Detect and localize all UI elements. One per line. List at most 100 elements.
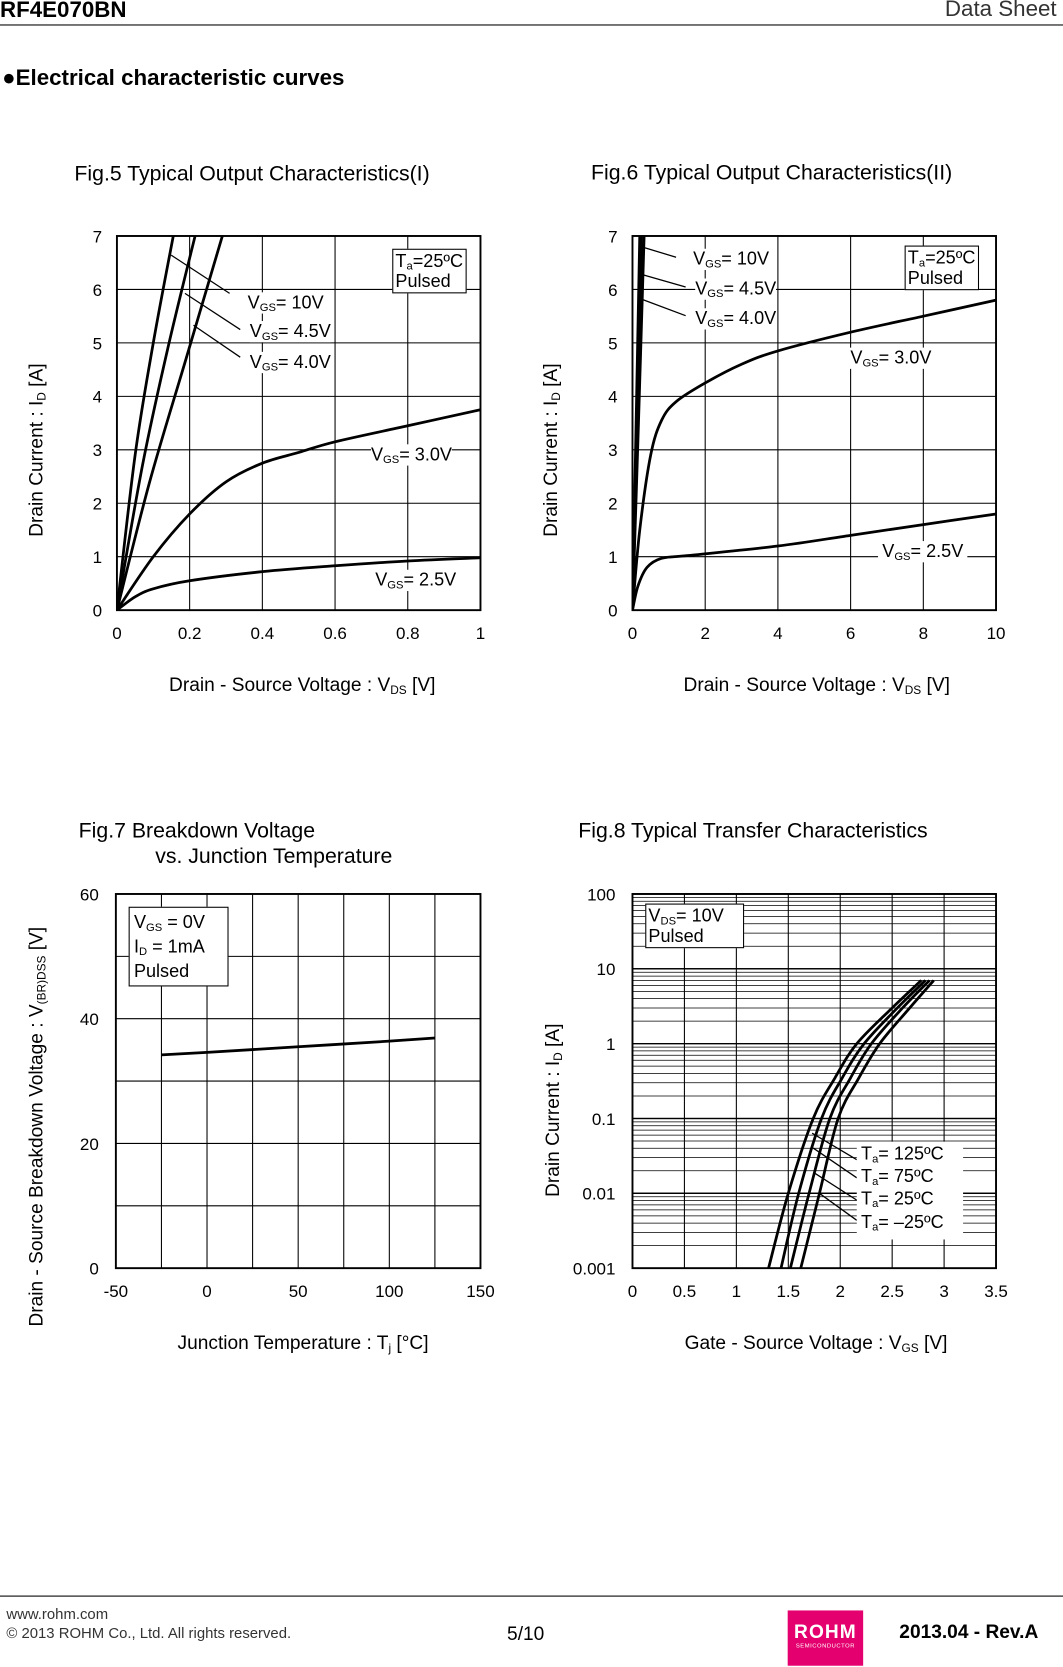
fig7-title-line2: vs. Junction Temperature: [155, 845, 393, 869]
y-tick-label: 0: [93, 602, 102, 621]
fig7-ylabel: Drain - Source Breakdown Voltage : V(BR)…: [25, 926, 49, 1327]
fig6-annotation-box: Ta=25ºC Pulsed: [904, 245, 979, 291]
fig5-ylabel: Drain Current : ID [A]: [25, 363, 49, 537]
fig6-legend-vgs30: VGS= 3.0V: [846, 347, 936, 369]
series-line-1: [116, 235, 197, 611]
fig6-legend-vgs40: VGS= 4.0V: [695, 308, 777, 331]
fig6-legend-vgs10: VGS= 10V: [693, 248, 770, 271]
fig5-legend-vgs30: VGS= 3.0V: [370, 444, 452, 467]
section-title: ●Electrical characteristic curves: [2, 65, 345, 91]
x-tick-label: 6: [846, 624, 855, 643]
x-tick-label: 2: [700, 624, 709, 643]
fig8-legend-minus25c: Ta= –25ºC: [861, 1211, 944, 1234]
legend-leader-line: [170, 254, 230, 294]
x-tick-label: 4: [773, 624, 782, 643]
y-tick-label: 3: [608, 441, 617, 460]
x-tick-label: 0.8: [396, 624, 420, 643]
legend-leader-line: [642, 299, 686, 317]
y-tick-label: 100: [587, 885, 615, 904]
fig6-ylabel: Drain Current : ID [A]: [540, 363, 564, 537]
y-tick-label: 3: [93, 441, 102, 460]
y-tick-label: 0: [89, 1260, 98, 1279]
y-tick-label: 2: [608, 495, 617, 514]
part-number: RF4E070BN: [0, 0, 127, 23]
fig5-annotation-box: Ta=25ºC Pulsed: [392, 248, 467, 294]
x-tick-label: 150: [466, 1282, 494, 1301]
y-tick-label: 1: [93, 548, 102, 567]
series-line-3: [116, 408, 481, 611]
series-line-0: [767, 979, 923, 1269]
x-tick-label: 0.5: [673, 1282, 697, 1301]
series-line-0: [116, 235, 175, 611]
x-tick-label: 0.6: [323, 624, 347, 643]
legend-leader-line: [811, 1132, 858, 1161]
fig8-ylabel: Drain Current : ID [A]: [542, 1023, 566, 1197]
series-line-2: [789, 979, 931, 1269]
x-tick-label: 0: [202, 1282, 211, 1301]
fig8-legend-25c: Ta= 25ºC: [861, 1188, 934, 1211]
x-tick-label: 0: [628, 1282, 637, 1301]
y-tick-label: 1: [608, 548, 617, 567]
y-tick-label: 5: [93, 334, 102, 353]
series-line-0: [161, 1036, 435, 1057]
y-tick-label: 5: [608, 334, 617, 353]
legend-leader-line: [640, 273, 686, 288]
y-tick-label: 20: [80, 1135, 99, 1154]
x-tick-label: 100: [375, 1282, 403, 1301]
x-tick-label: 50: [289, 1282, 308, 1301]
x-tick-label: 3: [939, 1282, 948, 1301]
x-tick-label: 0: [628, 624, 637, 643]
y-tick-label: 60: [80, 885, 99, 904]
rohm-logo: ROHM SEMICONDUCTOR: [787, 1610, 864, 1666]
plot-frame: [631, 893, 997, 1270]
y-tick-label: 7: [93, 227, 102, 246]
legend-leader-line: [814, 1173, 858, 1201]
x-tick-label: 8: [919, 624, 928, 643]
fig7-xlabel: Junction Temperature : Tj [°C]: [177, 1331, 429, 1356]
fig5-legend-vgs10: VGS= 10V: [247, 292, 324, 315]
fig8-legend-75c: Ta= 75ºC: [861, 1166, 934, 1189]
x-tick-label: 0.4: [251, 624, 275, 643]
series-line-2: [116, 235, 224, 611]
x-tick-label: 1: [476, 624, 485, 643]
fig8-xlabel: Gate - Source Voltage : VGS [V]: [684, 1331, 948, 1356]
footer-copyright: © 2013 ROHM Co., Ltd. All rights reserve…: [6, 1624, 292, 1642]
y-tick-label: 1: [606, 1035, 615, 1054]
fig8-plot: 0 0.5 1 1.5 2 2.5 3 3.5 0.001 0.01 0.1 1 10 100: [573, 885, 1008, 1300]
fig8-title: Fig.8 Typical Transfer Characteristics: [578, 819, 928, 843]
x-tick-label: 1.5: [776, 1282, 800, 1301]
y-tick-label: 0.001: [573, 1260, 616, 1279]
fig7-annotation-box: VGS = 0V ID = 1mA Pulsed: [128, 906, 229, 987]
fig5-legend-vgs45: VGS= 4.5V: [249, 321, 331, 343]
y-tick-label: 6: [93, 281, 102, 300]
footer-url[interactable]: www.rohm.com: [6, 1605, 109, 1623]
fig8-legend-125c: Ta= 125ºC: [861, 1143, 944, 1166]
y-tick-label: 4: [93, 388, 102, 407]
y-tick-label: 0.01: [582, 1185, 615, 1204]
page-number: 5/10: [507, 1623, 545, 1645]
fig8-annotation-box: VDS= 10V Pulsed: [645, 903, 745, 949]
legend-leader-line: [184, 292, 241, 331]
y-tick-label: 2: [93, 495, 102, 514]
header-divider: [0, 24, 1063, 26]
x-tick-label: 0.2: [178, 624, 202, 643]
y-tick-label: 0.1: [592, 1110, 616, 1129]
x-tick-label: 1: [732, 1282, 741, 1301]
x-tick-label: -50: [104, 1282, 129, 1301]
legend-leader-line: [193, 324, 241, 358]
series-line-1: [779, 979, 927, 1269]
fig8-legend-background: [856, 1141, 964, 1240]
footer-divider: [0, 1595, 1063, 1597]
x-tick-label: 0: [112, 624, 121, 643]
x-tick-label: 2: [835, 1282, 844, 1301]
y-tick-label: 4: [608, 388, 617, 407]
fig6-legend-vgs25: VGS= 2.5V: [878, 541, 968, 563]
plot-frame: [114, 893, 482, 1270]
legend-leader-line: [812, 1147, 858, 1179]
series-line-3: [632, 298, 997, 611]
doc-type: Data Sheet: [944, 0, 1057, 22]
x-tick-label: 3.5: [984, 1282, 1008, 1301]
series-line-4: [116, 556, 481, 611]
